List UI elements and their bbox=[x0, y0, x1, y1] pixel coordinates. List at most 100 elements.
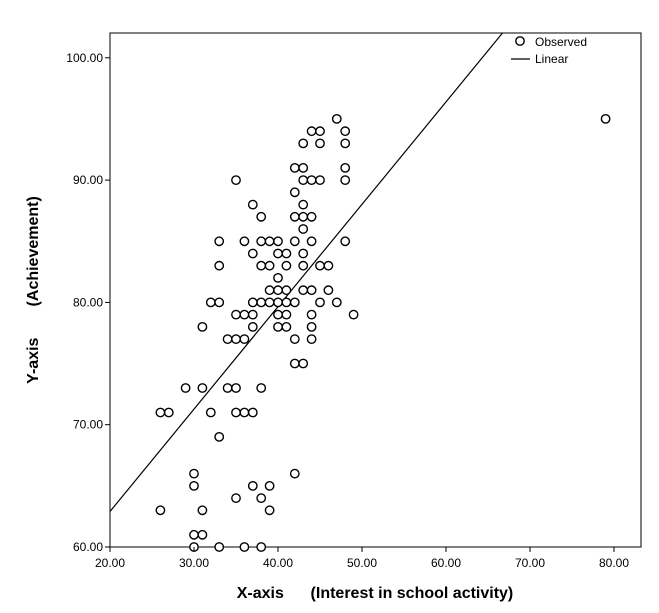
observed-point bbox=[315, 126, 325, 137]
observed-point bbox=[239, 334, 250, 344]
observed-point bbox=[281, 285, 292, 296]
observed-point bbox=[239, 407, 250, 418]
observed-point bbox=[189, 480, 199, 491]
observed-point bbox=[239, 309, 250, 320]
observed-point bbox=[298, 285, 309, 296]
x-tick-label: 80.00 bbox=[599, 556, 629, 570]
observed-point bbox=[298, 211, 309, 222]
x-tick-label: 60.00 bbox=[431, 556, 461, 570]
plot-frame bbox=[109, 32, 642, 548]
observed-point bbox=[264, 260, 275, 271]
legend-linear-label: Linear bbox=[535, 52, 568, 66]
observed-point bbox=[256, 542, 267, 552]
observed-point bbox=[273, 309, 283, 320]
observed-point bbox=[189, 529, 199, 540]
observed-point bbox=[256, 383, 267, 393]
observed-point bbox=[289, 468, 300, 479]
observed-point bbox=[273, 321, 283, 332]
y-tick-label: 90.00 bbox=[73, 173, 103, 187]
observed-point bbox=[298, 199, 309, 210]
observed-point bbox=[264, 285, 275, 296]
observed-point bbox=[231, 493, 241, 503]
observed-point bbox=[298, 260, 309, 271]
observed-point bbox=[340, 126, 351, 137]
observed-point bbox=[289, 334, 300, 344]
observed-point bbox=[231, 334, 241, 344]
observed-point bbox=[306, 211, 317, 222]
legend: Observed Linear bbox=[511, 35, 587, 66]
observed-point bbox=[298, 358, 309, 369]
observed-point bbox=[298, 162, 309, 173]
observed-point bbox=[264, 297, 275, 308]
observed-point bbox=[264, 236, 275, 247]
observed-point bbox=[273, 297, 283, 308]
observed-point bbox=[205, 297, 216, 308]
x-tick-label: 40.00 bbox=[263, 556, 293, 570]
observed-point bbox=[256, 297, 267, 308]
y-axis-ticks: 60.00 70.00 80.00 90.00 100.00 bbox=[66, 51, 110, 554]
observed-point bbox=[289, 236, 300, 247]
observed-point bbox=[231, 309, 241, 320]
observed-point bbox=[247, 199, 258, 210]
observed-point bbox=[600, 114, 611, 124]
observed-point bbox=[231, 407, 241, 418]
legend-observed-marker bbox=[515, 36, 525, 46]
observed-point bbox=[197, 321, 208, 332]
observed-point bbox=[306, 285, 317, 296]
observed-point bbox=[273, 272, 283, 283]
observed-point bbox=[289, 187, 300, 198]
observed-point bbox=[289, 162, 300, 173]
observed-point bbox=[323, 260, 334, 271]
observed-point bbox=[315, 297, 325, 308]
observed-point bbox=[222, 383, 233, 393]
observed-point bbox=[189, 468, 199, 479]
observed-point bbox=[289, 358, 300, 369]
linear-fit-line bbox=[109, 32, 503, 512]
observed-point bbox=[247, 407, 258, 418]
observed-point bbox=[239, 236, 250, 247]
observed-point bbox=[306, 321, 317, 332]
observed-point bbox=[331, 114, 342, 124]
observed-point bbox=[197, 383, 208, 393]
observed-point bbox=[273, 285, 283, 296]
observed-point bbox=[256, 260, 267, 271]
observed-point bbox=[348, 309, 359, 320]
observed-point bbox=[323, 285, 334, 296]
observed-point bbox=[289, 211, 300, 222]
observed-point bbox=[264, 480, 275, 491]
observed-point bbox=[256, 211, 267, 222]
x-tick-label: 50.00 bbox=[347, 556, 377, 570]
observed-point bbox=[214, 431, 225, 442]
observed-point bbox=[298, 248, 309, 259]
observed-point bbox=[256, 236, 267, 247]
observed-point bbox=[298, 175, 309, 186]
observed-point bbox=[273, 236, 283, 247]
x-axis-ticks: 20.00 30.00 40.00 50.00 60.00 70.00 80.00 bbox=[95, 547, 629, 570]
observed-point bbox=[155, 505, 166, 516]
observed-point bbox=[281, 321, 292, 332]
observed-point bbox=[205, 407, 216, 418]
observed-point bbox=[247, 309, 258, 320]
observed-point bbox=[306, 309, 317, 320]
observed-point bbox=[247, 480, 258, 491]
observed-point bbox=[180, 383, 191, 393]
observed-point bbox=[315, 260, 325, 271]
observed-point bbox=[306, 236, 317, 247]
observed-point bbox=[306, 175, 317, 186]
legend-observed-label: Observed bbox=[535, 35, 587, 49]
observed-point bbox=[214, 260, 225, 271]
observed-point bbox=[231, 383, 241, 393]
y-tick-label: 60.00 bbox=[73, 540, 103, 554]
observed-point bbox=[231, 175, 241, 186]
x-tick-label: 30.00 bbox=[179, 556, 209, 570]
x-tick-label: 20.00 bbox=[95, 556, 125, 570]
x-axis-title: X-axis (Interest in school activity) bbox=[237, 585, 514, 602]
y-axis-title: Y-axis (Achievement) bbox=[25, 196, 42, 384]
y-tick-label: 70.00 bbox=[73, 418, 103, 432]
observed-point bbox=[163, 407, 174, 418]
observed-point bbox=[155, 407, 166, 418]
observed-point bbox=[331, 297, 342, 308]
observed-point bbox=[197, 505, 208, 516]
observed-point bbox=[264, 505, 275, 516]
